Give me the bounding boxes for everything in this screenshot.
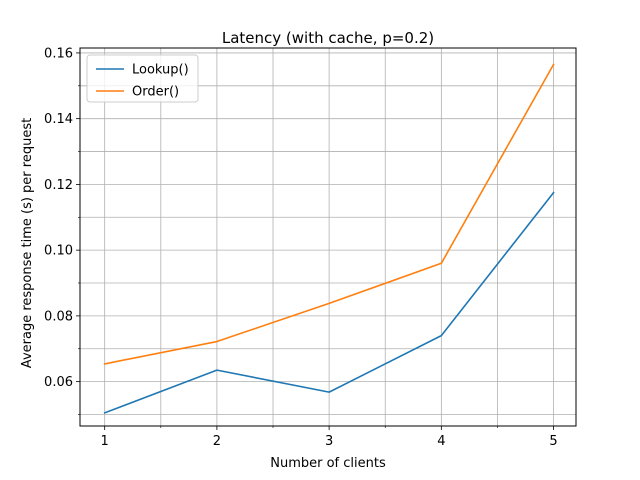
x-tick-label: 2 [213,434,221,449]
legend-label: Lookup() [132,63,189,78]
y-axis-label: Average response time (s) per request [20,118,35,368]
x-tick-label: 5 [549,434,557,449]
plot-frame [79,47,577,427]
legend-label: Order() [132,85,179,100]
x-tick-label: 4 [437,434,445,449]
axis-ticks: 1 2 3 4 5 0.06 0.08 0.10 0.12 0.14 0.16 [44,46,558,449]
grid [80,48,576,426]
y-tick-label: 0.16 [44,46,73,61]
y-tick-label: 0.06 [44,375,73,390]
x-tick-label: 1 [101,434,109,449]
series-lines [103,63,555,414]
legend: Lookup() Order() [86,54,199,103]
y-tick-label: 0.10 [44,244,73,259]
series-line-order [103,63,555,365]
y-tick-label: 0.08 [44,309,73,324]
y-tick-label: 0.12 [44,178,73,193]
x-axis-label: Number of clients [270,456,386,471]
y-tick-label: 0.14 [44,112,73,127]
x-tick-label: 3 [325,434,333,449]
chart-title: Latency (with cache, p=0.2) [222,29,434,47]
series-line-lookup [103,191,555,414]
